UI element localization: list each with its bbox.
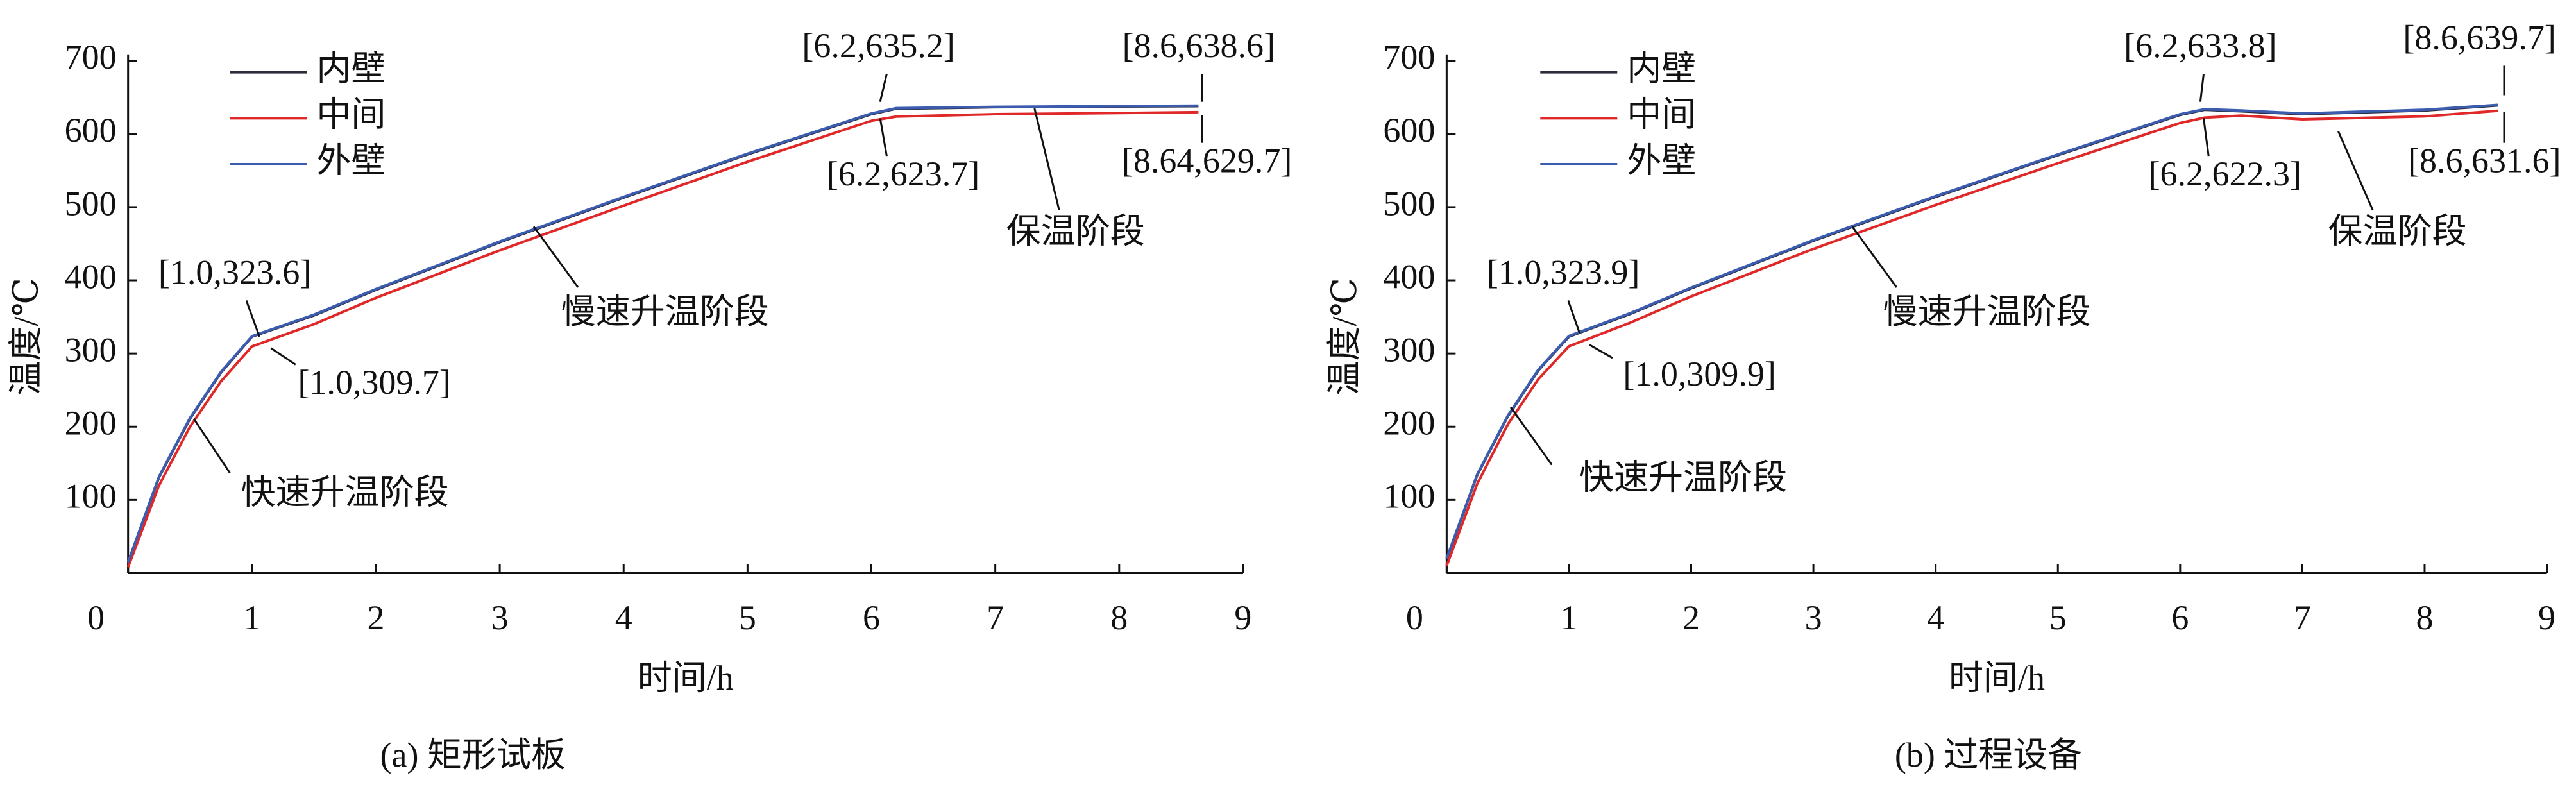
point-annotation: [6.2,635.2] — [802, 26, 954, 65]
x-tick-label: 1 — [1560, 598, 1577, 637]
y-axis-label: 温度/℃ — [6, 278, 45, 395]
stage-leader — [192, 418, 231, 474]
x-tick-label: 1 — [243, 598, 260, 637]
chart-panel: 100 200 300 400 500 600 700 0 1 2 3 4 5 6 7 8 9 时间/h 温度/℃ (… — [6, 26, 1292, 774]
x-tick-label: 4 — [615, 598, 632, 637]
y-tick-label: 300 — [1383, 331, 1435, 369]
annotation-leader — [879, 73, 888, 103]
y-tick-label: 200 — [1383, 404, 1435, 443]
caption: (a) 矩形试板 — [380, 736, 566, 774]
point-annotation: [8.6,638.6] — [1123, 26, 1275, 65]
x-tick-label: 8 — [2416, 598, 2433, 637]
stage-label: 快速升温阶段 — [1579, 458, 1787, 496]
stage-label: 保温阶段 — [2328, 212, 2467, 250]
legend-label: 内壁 — [1627, 49, 1696, 88]
x-tick-label: 3 — [491, 598, 509, 637]
x-tick-label: 6 — [863, 598, 880, 637]
x-tick-label: 5 — [2049, 598, 2067, 637]
y-tick-label: 300 — [65, 331, 117, 369]
y-tick-label: 400 — [1383, 257, 1435, 296]
x-axis-label: 时间/h — [638, 659, 734, 697]
stage-label: 慢速升温阶段 — [1883, 292, 2091, 331]
x-tick-label: 2 — [1682, 598, 1700, 637]
stage-leader — [2337, 131, 2374, 211]
y-tick-label: 100 — [65, 477, 117, 516]
series-line — [126, 104, 1199, 563]
stage-leader — [532, 226, 579, 288]
point-annotation: [6.2,633.8] — [2124, 26, 2276, 65]
stage-label: 慢速升温阶段 — [561, 292, 769, 331]
x-tick-label: 5 — [739, 598, 756, 637]
x-tick-label: 6 — [2171, 598, 2189, 637]
y-tick-label: 700 — [65, 38, 117, 76]
x-tick-label: 2 — [367, 598, 384, 637]
legend-label: 中间 — [316, 96, 386, 134]
stage-leader — [1033, 108, 1060, 211]
y-tick-label: 700 — [1383, 38, 1435, 76]
y-axis-label: 温度/℃ — [1325, 278, 1364, 395]
annotation-leader — [1589, 344, 1613, 359]
annotation-leader — [879, 118, 888, 157]
annotation-leader — [270, 347, 296, 366]
y-tick-label: 600 — [1383, 111, 1435, 149]
point-annotation: [1.0,323.6] — [158, 253, 311, 291]
legend-label: 中间 — [1627, 96, 1696, 134]
series-line — [126, 110, 1199, 568]
y-tick-label: 100 — [1383, 477, 1435, 516]
y-tick-label: 400 — [65, 257, 117, 296]
x-tick-label: 3 — [1805, 598, 1822, 637]
chart-panel: 100 200 300 400 500 600 700 0 1 2 3 4 5 6 7 8 9 时间/h 温度/℃ (… — [1325, 18, 2561, 774]
x-tick-label: 9 — [1234, 598, 1251, 637]
x-tick-label: 8 — [1110, 598, 1128, 637]
y-tick-label: 200 — [65, 404, 117, 443]
annotation-leader — [2203, 118, 2210, 157]
point-annotation: [8.6,631.6] — [2408, 141, 2561, 180]
caption: (b) 过程设备 — [1895, 736, 2082, 774]
stage-leader — [1509, 407, 1553, 466]
point-annotation: [1.0,323.9] — [1487, 253, 1640, 291]
legend-label: 内壁 — [316, 49, 386, 88]
x-axis-label: 时间/h — [1949, 659, 2045, 697]
annotation-leader — [1567, 300, 1581, 334]
x-tick-label: 4 — [1927, 598, 1944, 637]
point-annotation: [1.0,309.9] — [1623, 355, 1775, 393]
stage-label: 保温阶段 — [1006, 212, 1145, 250]
x-tick-label: 0 — [1406, 598, 1423, 637]
y-tick-label: 500 — [65, 184, 117, 223]
stage-label: 快速升温阶段 — [241, 473, 449, 512]
point-annotation: [1.0,309.7] — [298, 363, 450, 402]
x-tick-label: 7 — [2294, 598, 2311, 637]
series-line — [1445, 103, 2498, 559]
point-annotation: [8.64,629.7] — [1122, 141, 1292, 180]
x-tick-label: 9 — [2538, 598, 2555, 637]
legend-label: 外壁 — [316, 141, 386, 180]
series-line — [1445, 109, 2498, 566]
point-annotation: [6.2,622.3] — [2149, 155, 2301, 193]
annotation-leader — [2199, 74, 2205, 102]
point-annotation: [8.6,639.7] — [2403, 18, 2555, 56]
legend-label: 外壁 — [1627, 141, 1696, 180]
point-annotation: [6.2,623.7] — [827, 155, 979, 193]
annotation-leader — [245, 300, 260, 337]
y-tick-label: 500 — [1383, 184, 1435, 223]
x-tick-label: 0 — [87, 598, 105, 637]
stage-leader — [1851, 226, 1898, 288]
x-tick-label: 7 — [987, 598, 1004, 637]
y-tick-label: 600 — [65, 111, 117, 149]
